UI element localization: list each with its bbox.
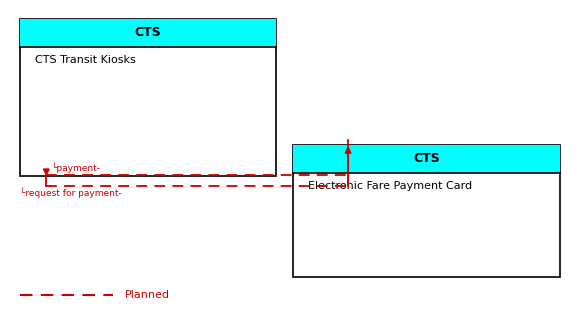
Bar: [293, 145, 560, 277]
Bar: [293, 145, 560, 173]
Text: CTS: CTS: [135, 26, 161, 39]
Text: CTS Transit Kiosks: CTS Transit Kiosks: [35, 55, 135, 65]
Text: └request for payment-: └request for payment-: [20, 187, 122, 198]
Text: CTS: CTS: [413, 152, 440, 165]
Bar: [20, 19, 275, 176]
Bar: [20, 19, 275, 47]
Text: └payment-: └payment-: [52, 162, 101, 173]
Text: Electronic Fare Payment Card: Electronic Fare Payment Card: [308, 181, 472, 191]
Text: Planned: Planned: [125, 290, 170, 299]
